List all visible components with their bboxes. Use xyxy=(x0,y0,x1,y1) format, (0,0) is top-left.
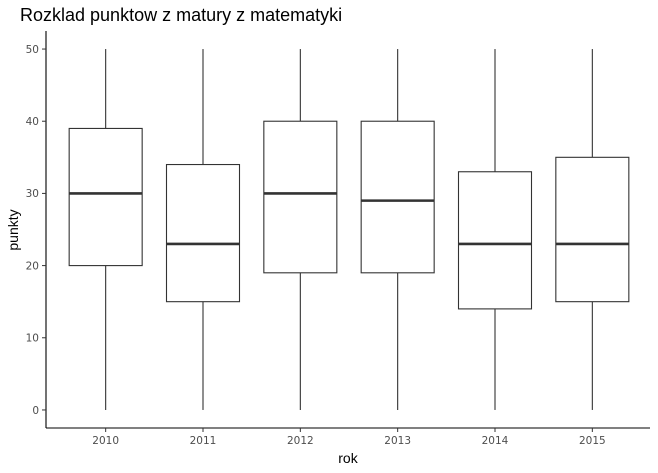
iqr-box-2014 xyxy=(457,171,533,310)
x-tick-label-2010: 2010 xyxy=(92,435,119,447)
x-axis-title: rok xyxy=(338,450,358,466)
y-tick-label-30: 30 xyxy=(26,188,39,200)
chart-title: Rozklad punktow z matury z matematyki xyxy=(20,5,342,25)
y-tick-label-20: 20 xyxy=(26,260,39,272)
x-tick-label-2015: 2015 xyxy=(579,435,606,447)
x-tick-label-2011: 2011 xyxy=(190,435,217,447)
x-axis-ticks: 2010 2011 2012 2013 2014 2015 xyxy=(92,428,606,447)
y-axis-ticks: 0 10 20 30 40 50 xyxy=(26,44,46,417)
y-tick-label-0: 0 xyxy=(32,405,39,417)
y-axis-title: punkty xyxy=(5,209,21,250)
box-2015 xyxy=(555,49,630,410)
plot-area xyxy=(68,49,630,410)
x-tick-label-2013: 2013 xyxy=(384,435,411,447)
box-2014 xyxy=(457,49,533,410)
box-2010 xyxy=(68,49,143,410)
box-2013 xyxy=(360,49,435,410)
y-tick-label-40: 40 xyxy=(26,116,39,128)
iqr-box-2013 xyxy=(360,120,435,274)
y-tick-label-10: 10 xyxy=(26,333,39,345)
iqr-box-2012 xyxy=(263,120,338,274)
x-tick-label-2014: 2014 xyxy=(482,435,509,447)
y-tick-label-50: 50 xyxy=(26,44,39,56)
box-2011 xyxy=(165,49,241,410)
iqr-box-2010 xyxy=(68,127,143,267)
box-2012 xyxy=(263,49,338,410)
x-tick-label-2012: 2012 xyxy=(287,435,314,447)
iqr-box-2011 xyxy=(165,163,241,303)
iqr-box-2015 xyxy=(555,156,630,303)
